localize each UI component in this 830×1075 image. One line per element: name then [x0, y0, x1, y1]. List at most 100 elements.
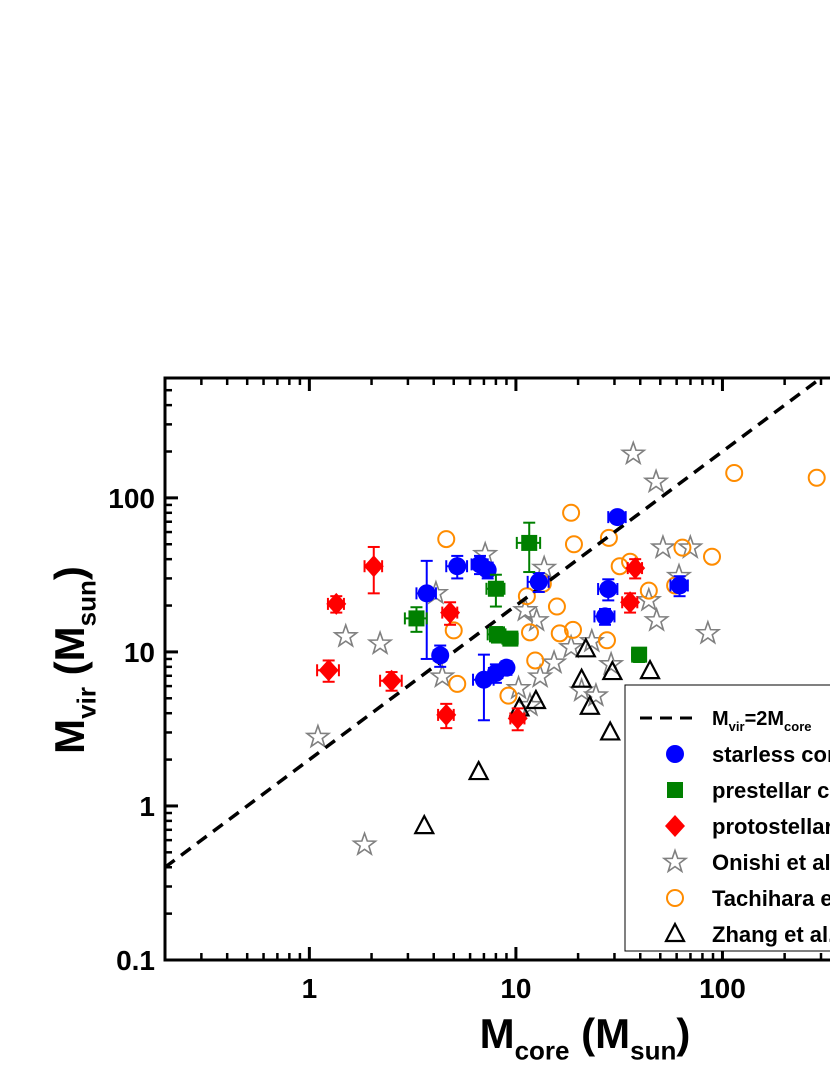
point — [523, 606, 550, 632]
point — [436, 703, 457, 726]
subscript: sun — [630, 1036, 676, 1066]
x-tick-label: 1 — [302, 973, 318, 1004]
point — [703, 547, 722, 566]
label-part: ) — [676, 1010, 690, 1057]
point — [478, 561, 497, 580]
point — [505, 674, 532, 700]
point — [304, 723, 332, 749]
point — [431, 646, 450, 665]
legend-marker — [666, 745, 684, 763]
legend-label: Mvir=2Mcore — [712, 708, 812, 734]
point — [437, 530, 456, 549]
y-tick-label: 100 — [108, 483, 155, 514]
legend-label: Onishi et al. — [712, 850, 830, 875]
point — [326, 592, 347, 615]
plot-area — [165, 378, 826, 869]
subscript: vir — [72, 687, 102, 719]
point — [579, 694, 601, 715]
label-part: M — [46, 719, 93, 754]
legend-marker — [665, 815, 685, 837]
point — [408, 610, 425, 627]
label-part: (M — [46, 626, 93, 687]
legend-marker — [664, 921, 686, 943]
point — [366, 629, 394, 656]
y-tick-label: 1 — [139, 791, 155, 822]
legend-marker — [667, 782, 683, 798]
point — [597, 650, 625, 676]
point — [570, 667, 593, 688]
point — [694, 619, 722, 645]
y-tick-label: 0.1 — [116, 945, 155, 976]
point — [807, 468, 826, 487]
point — [608, 508, 627, 527]
label-part: M — [480, 1010, 515, 1057]
point — [529, 572, 548, 591]
point — [497, 658, 516, 677]
point — [448, 674, 467, 693]
point — [564, 620, 583, 639]
point — [562, 503, 581, 522]
point — [574, 636, 597, 658]
legend-label: Zhang et al. — [712, 922, 830, 947]
point — [413, 813, 436, 835]
point — [639, 581, 658, 600]
point — [429, 662, 456, 689]
point — [381, 669, 402, 692]
point — [444, 621, 463, 640]
point — [639, 658, 661, 680]
legend-label: Tachihara et al. — [712, 886, 830, 911]
point — [440, 601, 461, 624]
point — [502, 630, 519, 647]
point — [547, 597, 566, 616]
point — [526, 662, 554, 689]
point — [507, 707, 528, 730]
subscript: core — [784, 719, 811, 734]
label-part: ) — [46, 566, 93, 580]
point — [620, 591, 641, 614]
subscript: vir — [729, 719, 745, 734]
point — [725, 464, 744, 483]
point — [318, 659, 339, 682]
x-tick-label: 100 — [699, 973, 746, 1004]
point — [596, 607, 615, 626]
point — [540, 648, 568, 675]
point — [499, 686, 518, 705]
point — [673, 538, 692, 557]
point — [635, 586, 663, 612]
point — [526, 651, 545, 670]
point — [599, 528, 618, 547]
point — [601, 659, 624, 681]
point — [597, 631, 616, 650]
point — [625, 557, 646, 580]
x-tick-label: 10 — [500, 973, 531, 1004]
point — [525, 688, 547, 710]
x-axis-label: Mcore (Msun) — [480, 1010, 691, 1066]
label-part: M — [712, 708, 729, 730]
point — [643, 606, 670, 632]
point — [363, 555, 384, 578]
point — [489, 626, 506, 643]
y-axis-label: Mvir (Msun) — [46, 566, 102, 754]
subscript: sun — [72, 580, 102, 626]
point — [448, 557, 467, 576]
subscript: core — [515, 1036, 570, 1066]
point — [517, 587, 536, 606]
label-part: (M — [570, 1010, 631, 1057]
y-tick-label: 10 — [124, 637, 155, 668]
point — [610, 557, 629, 576]
legend-marker — [661, 848, 689, 874]
point — [582, 681, 610, 707]
point — [512, 596, 539, 622]
point — [351, 830, 378, 857]
point — [631, 646, 648, 663]
point — [332, 622, 360, 648]
point — [520, 623, 539, 642]
point — [677, 533, 704, 559]
point — [620, 439, 647, 466]
